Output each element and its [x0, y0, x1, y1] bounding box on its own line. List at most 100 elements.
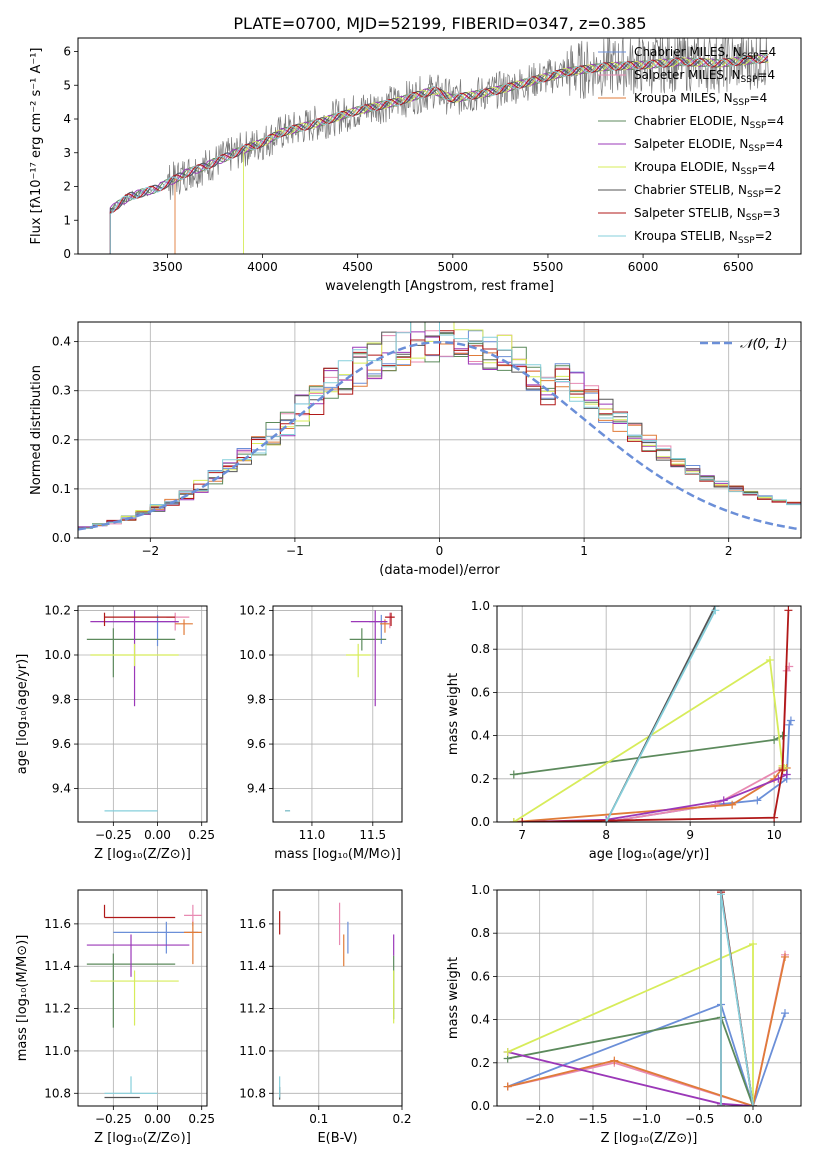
y-tick-label: 1.0	[471, 599, 490, 613]
x-tick-label: 6500	[723, 260, 754, 274]
plot-frame	[77, 605, 208, 823]
y-tick-label: 0	[63, 247, 71, 261]
legend-label: Chabrier ELODIE, NSSP=4	[634, 114, 784, 131]
legend-count: =3	[763, 206, 781, 220]
y-tick-label: 11.6	[44, 917, 71, 931]
y-tick-label: 10.8	[239, 1086, 266, 1100]
age-mass-axes: 11.0 11.5 9.4 9.6 9.8 10.0 10.2 mass [log₁₀(M/M…	[239, 603, 403, 862]
x-tick-label: 4500	[342, 260, 373, 274]
data-point-marker	[719, 796, 728, 805]
data-point-marker	[778, 766, 787, 775]
y-tick-label: 0.4	[471, 1013, 490, 1027]
plot-frame	[272, 605, 403, 823]
spectrum-marks	[109, 38, 769, 254]
y-tick-label: 11.0	[239, 1044, 266, 1058]
data-point-marker	[770, 735, 779, 744]
panels: 3500 4000 4500 5000 5500 6000 6500 0 1 2 3 4 5 6 wavel…	[15, 37, 802, 1146]
data-point-marker	[717, 890, 725, 899]
x-axis-label: Z [log₁₀(Z/Z⊙)]	[601, 1131, 698, 1146]
residuals-axes: −2 −1 0 1 2 0.0 0.1 0.2 0.3 0.4 (data-model)/error…	[29, 321, 802, 578]
data-point-marker	[518, 818, 527, 822]
y-tick-label: 0.4	[52, 335, 71, 349]
y-tick-label: 0.6	[471, 685, 490, 699]
legend-label: Chabrier STELIB, NSSP=2	[634, 183, 782, 200]
gaussian-curve	[78, 340, 801, 531]
data-point-marker	[785, 720, 794, 729]
y-tick-label: 5	[63, 78, 71, 92]
data-point-marker	[784, 606, 793, 615]
legend-subscript: SSP	[746, 213, 763, 223]
legend-count: =4	[759, 45, 777, 59]
legend-label: Salpeter MILES, NSSP=4	[634, 68, 775, 85]
plot-frame	[272, 889, 403, 1107]
model-line	[109, 55, 769, 254]
legend-count: =4	[766, 114, 784, 128]
data-point-marker	[749, 940, 757, 948]
legend-subscript: SSP	[747, 190, 764, 200]
mass-EBV-axes: 0.1 0.2 10.8 11.0 11.2 11.4 11.6 E(B-V)	[239, 889, 412, 1146]
legend-subscript: SSP	[738, 236, 755, 246]
model-legend: Chabrier MILES, NSSP=4 Salpeter MILES, NS…	[598, 45, 784, 246]
data-point-marker	[503, 1082, 512, 1091]
y-tick-label: 11.4	[44, 959, 71, 973]
y-tick-label: 3	[63, 146, 71, 160]
mass-weight-line	[507, 956, 786, 1106]
y-tick-label: 11.6	[239, 917, 266, 931]
x-tick-label: −1	[286, 544, 304, 558]
x-tick-label: 0.0	[743, 1112, 762, 1126]
y-axis-label: mass weight	[446, 957, 461, 1039]
y-tick-label: 9.8	[52, 693, 71, 707]
model-line	[109, 55, 769, 254]
x-tick-label: 8	[602, 828, 610, 842]
x-tick-label: 0.1	[309, 1112, 328, 1126]
plot-frame	[77, 321, 802, 539]
y-tick-label: 9.8	[247, 693, 266, 707]
x-tick-label: −0.25	[95, 1112, 132, 1126]
x-tick-label: 11.5	[359, 828, 386, 842]
legend-count: =4	[750, 91, 768, 105]
x-tick-label: 0.00	[144, 1112, 171, 1126]
residuals-marks	[78, 322, 801, 531]
model-line	[174, 53, 769, 254]
x-axis-label: Z [log₁₀(Z/Z⊙)]	[94, 847, 191, 862]
y-tick-label: 0.3	[52, 384, 71, 398]
x-tick-label: 9	[686, 828, 694, 842]
age-Z-marks	[86, 610, 193, 812]
legend-count: =4	[765, 137, 783, 151]
y-tick-label: 0.0	[52, 531, 71, 545]
massweight-Z-axes: −2.0 −1.5 −1.0 −0.5 0.0 0.0 0.2 0.4 0.6 0.8 1.0 Z […	[446, 883, 802, 1146]
x-tick-label: −2	[141, 544, 159, 558]
legend-label: Chabrier MILES, NSSP=4	[634, 45, 776, 62]
mass-weight-line	[513, 767, 787, 822]
y-tick-label: 2	[63, 180, 71, 194]
mass-Z-axes: −0.25 0.00 0.25 10.8 11.0 11.2 11.4 11.6 Z [log₁…	[15, 889, 215, 1146]
x-tick-label: 5000	[438, 260, 469, 274]
x-axis-label: E(B-V)	[317, 1131, 357, 1146]
x-tick-label: 4000	[247, 260, 278, 274]
mass-weight-line	[522, 610, 790, 822]
plot-frame	[77, 37, 802, 255]
y-tick-label: 0.0	[471, 815, 490, 829]
age-Z-axes: −0.25 0.00 0.25 9.4 9.6 9.8 10.0 10.2 Z [log₁₀(Z…	[15, 603, 215, 862]
histogram-step	[78, 322, 801, 529]
y-tick-label: 1	[63, 213, 71, 227]
legend-count: =4	[757, 68, 775, 82]
data-point-marker	[728, 800, 737, 809]
y-tick-label: 0.4	[471, 729, 490, 743]
mass-weight-line	[605, 609, 717, 822]
x-tick-label: 3500	[152, 260, 183, 274]
legend-subscript: SSP	[742, 52, 759, 62]
y-axis-label: Normed distribution	[29, 365, 44, 495]
x-tick-label: 2	[725, 544, 733, 558]
legend-label: Salpeter ELODIE, NSSP=4	[634, 137, 783, 154]
data-point-marker	[778, 731, 787, 740]
y-tick-label: 0.8	[471, 926, 490, 940]
data-point-marker	[770, 813, 779, 822]
legend-subscript: SSP	[750, 121, 767, 131]
data-point-marker	[509, 770, 518, 779]
legend-count: =2	[764, 183, 782, 197]
mass-EBV-marks	[279, 902, 395, 1100]
x-tick-label: 0.00	[144, 828, 171, 842]
x-tick-label: 10	[766, 828, 781, 842]
x-tick-label: 5500	[533, 260, 564, 274]
